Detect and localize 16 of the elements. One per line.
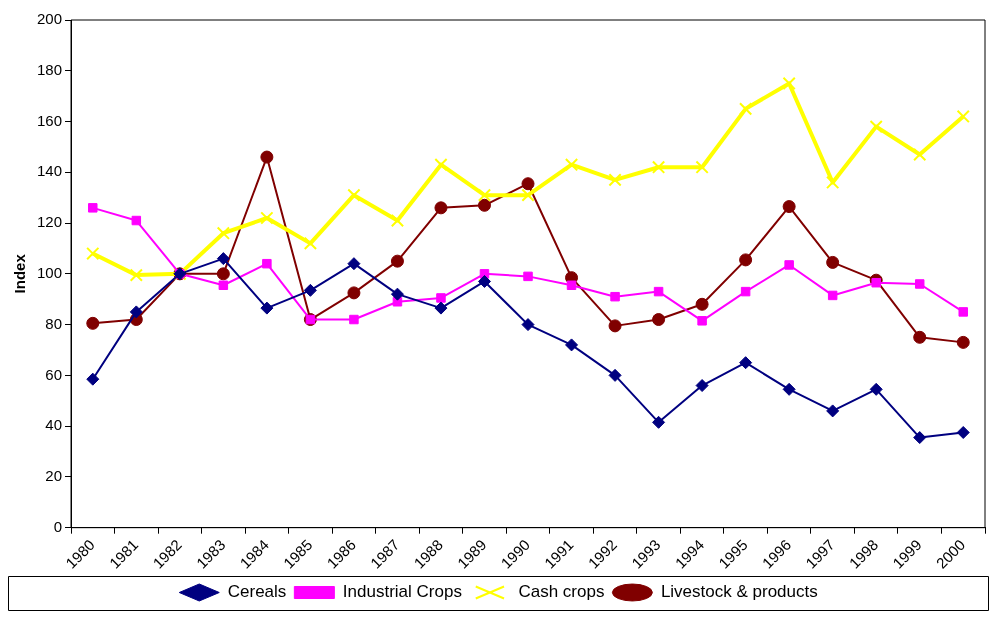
y-tick-label: 200	[37, 10, 63, 28]
legend-label: Cash crops	[518, 582, 605, 602]
y-tick-label: 80	[45, 314, 63, 332]
y-axis-title: Index	[11, 253, 29, 294]
y-tick-label: 40	[45, 416, 63, 434]
legend-label: Cereals	[227, 582, 287, 602]
y-tick-label: 120	[37, 213, 63, 231]
legend-label: Industrial Crops	[342, 582, 462, 602]
legend-label: Livestock & products	[660, 582, 818, 602]
y-tick-label: 60	[45, 365, 63, 383]
y-tick-label: 160	[37, 111, 63, 129]
y-tick-label: 20	[45, 467, 63, 485]
y-tick-label: 140	[37, 162, 63, 180]
y-tick-label: 180	[37, 60, 63, 78]
y-tick-label: 100	[37, 263, 63, 281]
y-tick-label: 0	[53, 517, 63, 535]
